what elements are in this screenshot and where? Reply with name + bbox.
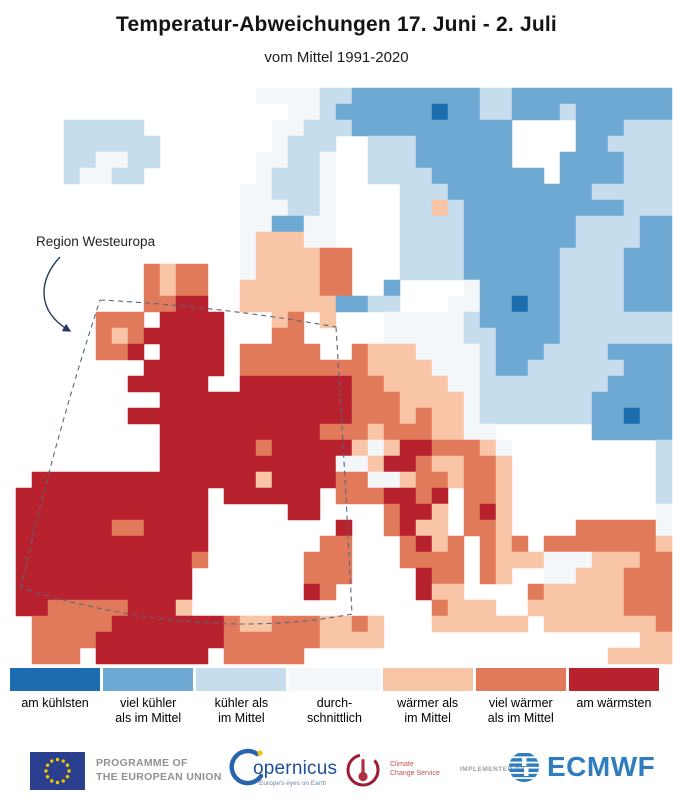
legend-item: am wärmsten (568, 668, 659, 726)
ecmwf-logo: ECMWF (506, 750, 655, 784)
legend-item: wärmer als im Mittel (382, 668, 473, 726)
legend-swatch (10, 668, 101, 691)
legend-item: am kühlsten (10, 668, 101, 726)
legend-swatch (196, 668, 287, 691)
page-subtitle: vom Mittel 1991-2020 (264, 49, 409, 66)
ecmwf-wordmark: ECMWF (547, 751, 656, 782)
legend-item: kühler als im Mittel (196, 668, 287, 726)
ecmwf-globe-icon (509, 753, 539, 782)
climate-change-service-logo: Climate Change Service (342, 746, 457, 794)
legend-label: durch- schnittlich (307, 696, 362, 725)
eu-programme-label: PROGRAMME OF THE EUROPEAN UNION (96, 756, 222, 784)
legend-label: am kühlsten (21, 696, 89, 710)
region-annotation-arrow (43, 256, 72, 332)
eu-stars (44, 757, 71, 785)
copernicus-wordmark: opernicus (253, 758, 338, 779)
footer-logos: PROGRAMME OF THE EUROPEAN UNION opernicu… (0, 742, 673, 797)
eu-flag-logo (30, 752, 85, 790)
c3s-label-line2: Change Service (390, 770, 440, 777)
legend-swatch (103, 668, 194, 691)
legend-swatch (289, 668, 380, 691)
legend-swatch (568, 668, 659, 691)
legend-swatch (382, 668, 473, 691)
legend-item: viel kühler als im Mittel (103, 668, 194, 726)
legend-label: am wärmsten (576, 696, 652, 710)
copernicus-logo: opernicus Europe's eyes on Earth (227, 746, 337, 794)
page-title: Temperatur-Abweichungen 17. Juni - 2. Ju… (116, 13, 557, 36)
legend-item: durch- schnittlich (289, 668, 380, 726)
copernicus-tagline: Europe's eyes on Earth (259, 780, 327, 787)
legend-swatch (475, 668, 566, 691)
color-legend: am kühlsten viel kühler als im Mittel kü… (10, 668, 659, 726)
region-annotation-label: Region Westeuropa (36, 234, 156, 249)
legend-label: viel wärmer als im Mittel (487, 696, 554, 725)
legend-label: viel kühler als im Mittel (115, 696, 182, 725)
c3s-thermometer-bulb-icon (358, 771, 368, 782)
legend-item: viel wärmer als im Mittel (475, 668, 566, 726)
copernicus-satellite-dot-icon (257, 750, 263, 756)
copernicus-crescent-icon (229, 748, 264, 786)
c3s-ring-icon (346, 753, 380, 787)
eu-programme-line2: THE EUROPEAN UNION (96, 771, 222, 783)
region-westeuropa-box (20, 299, 353, 625)
legend-label: kühler als im Mittel (214, 696, 269, 725)
implemented-by-label: IMPLEMENTED BY (460, 766, 526, 773)
legend-label: wärmer als im Mittel (397, 696, 459, 725)
eu-programme-line1: PROGRAMME OF (96, 757, 188, 769)
c3s-thermometer-icon (361, 759, 365, 774)
map-grid (15, 87, 673, 665)
c3s-label-line1: Climate (390, 761, 414, 768)
